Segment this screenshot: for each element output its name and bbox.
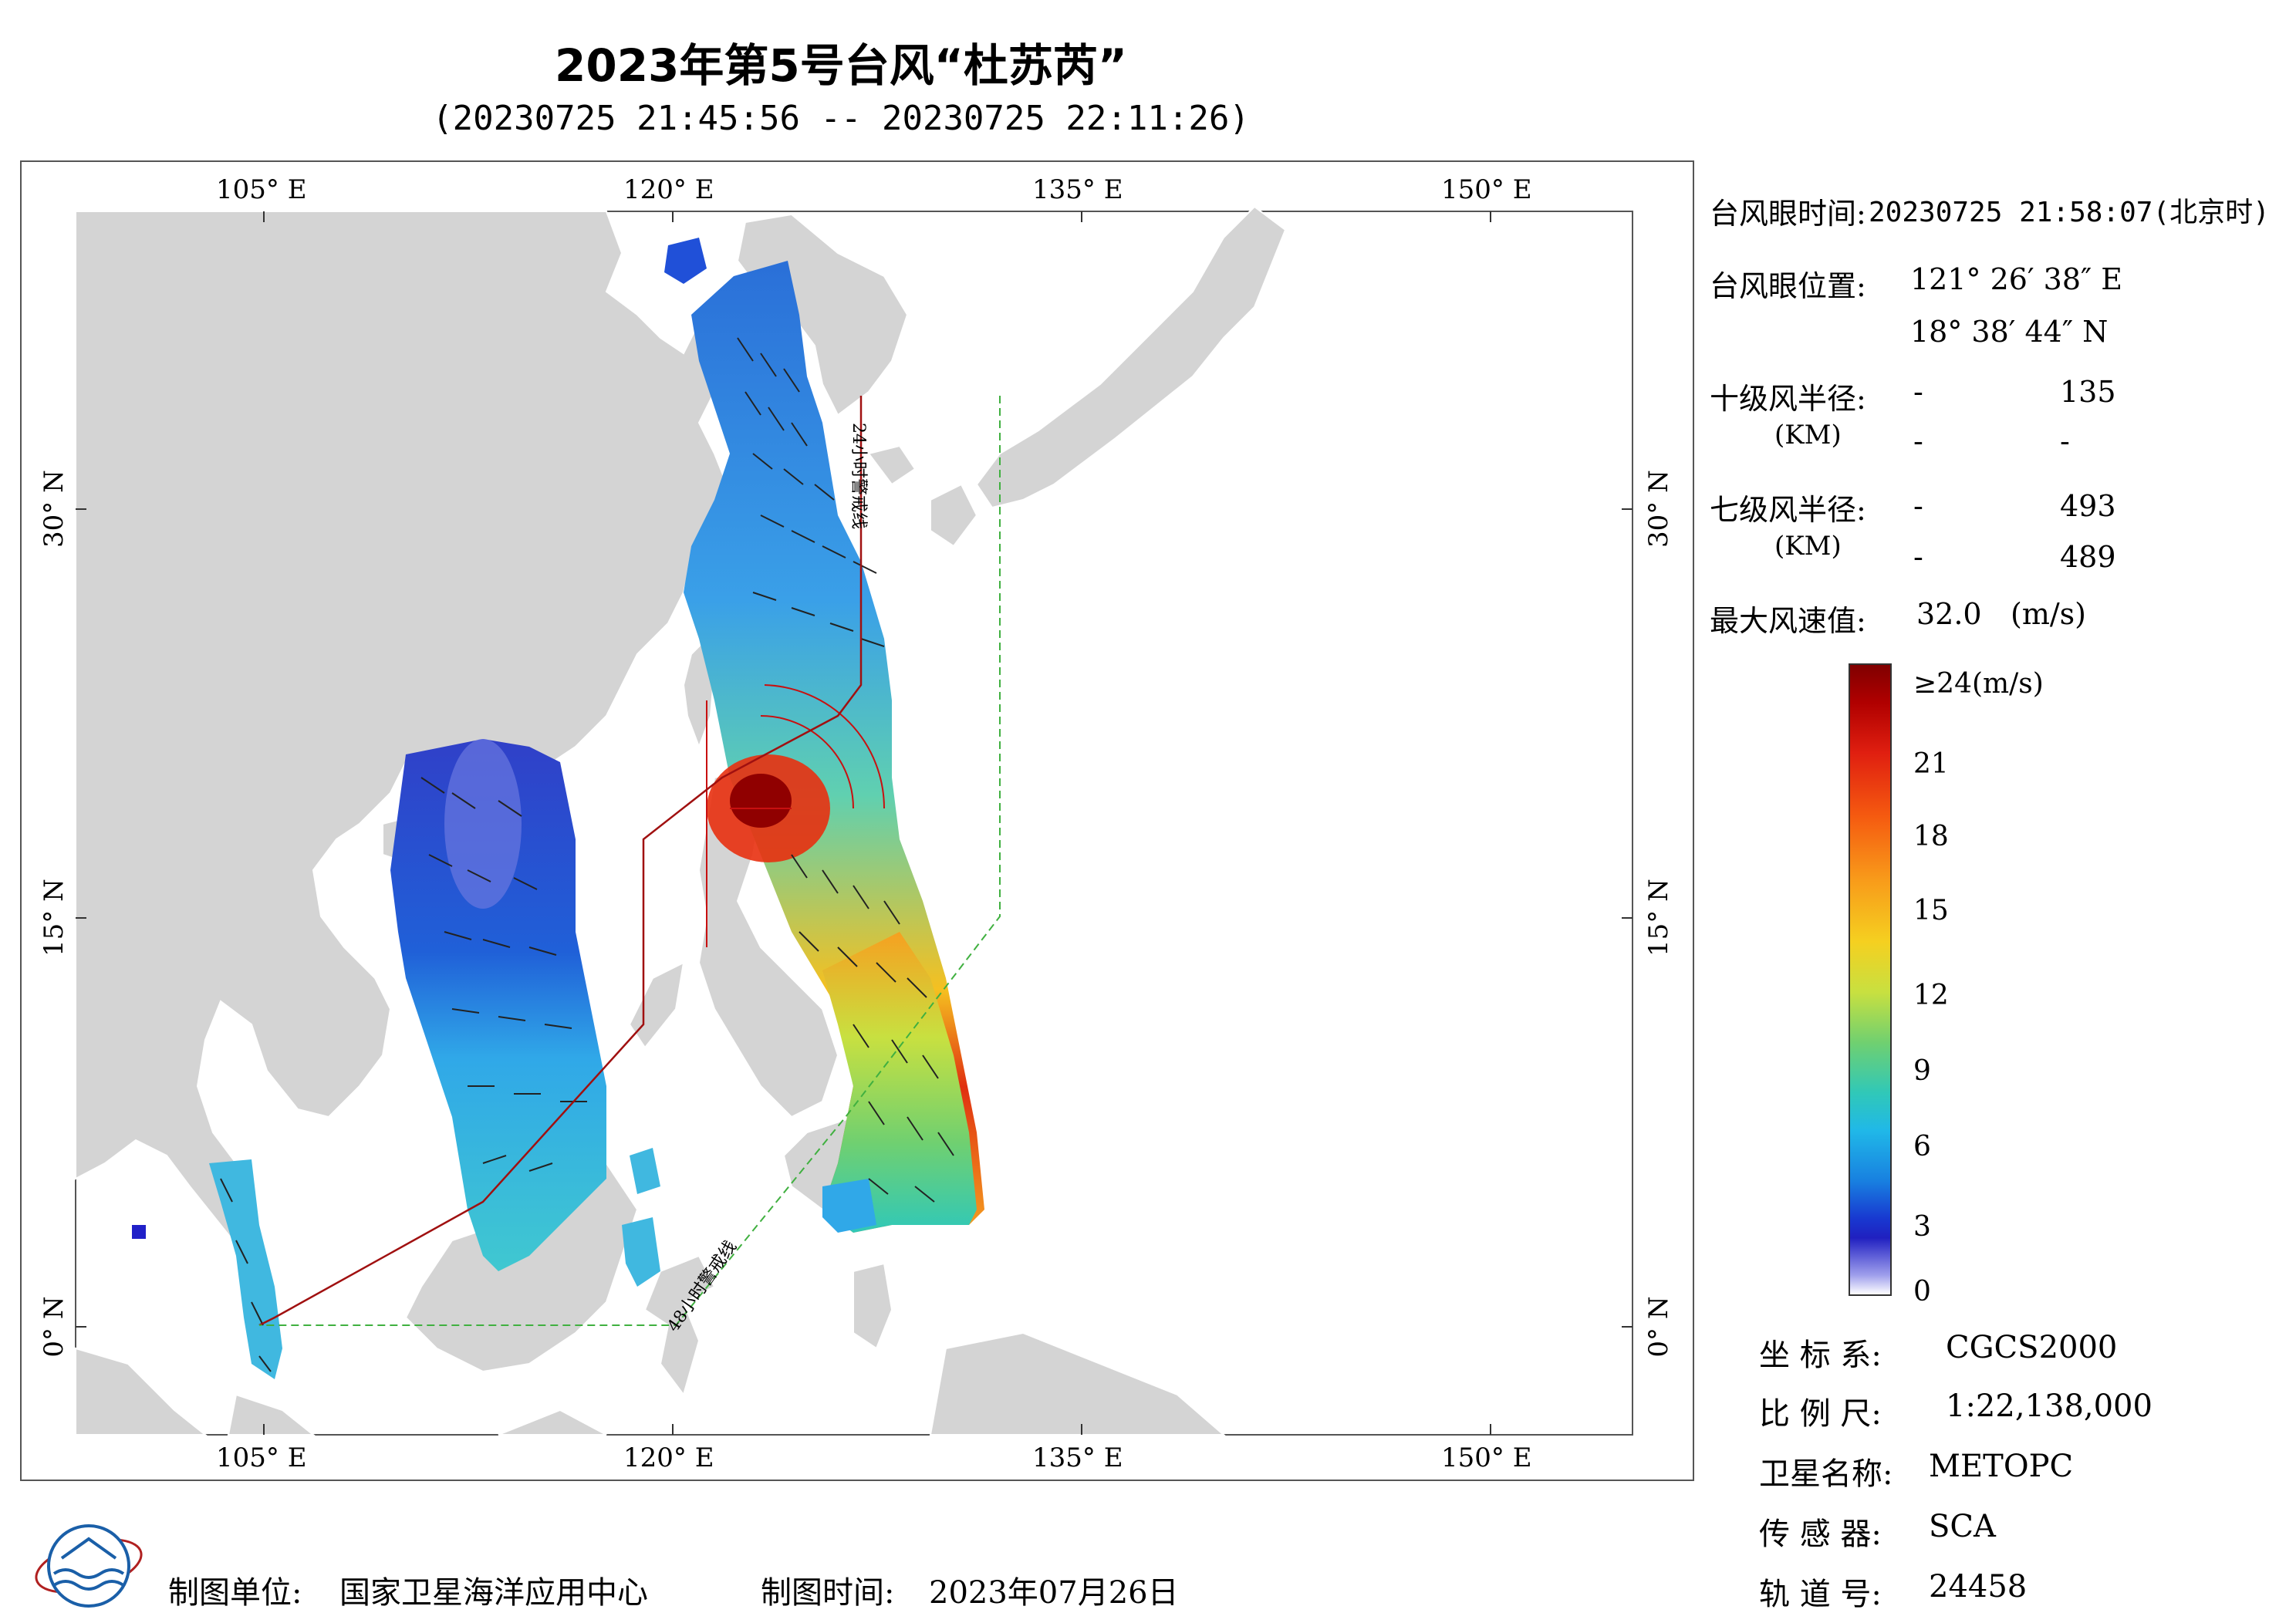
satellite-value: METOPC (1929, 1449, 2074, 1484)
map-subtitle: (20230725 21:45:56 -- 20230725 22:11:26) (432, 99, 1250, 138)
lon-label-top-120: 120° E (623, 174, 714, 205)
r10-val-3: - (1913, 424, 1923, 458)
r7-label: 七级风半径: (1710, 493, 1866, 527)
colorbar-label-12: 12 (1913, 980, 1949, 1011)
r7-val-2: 493 (2060, 489, 2116, 523)
lat-label-left-30: 30° N (39, 470, 69, 548)
eye-time-label: 台风眼时间: (1710, 197, 1866, 231)
colorbar-label-15: 15 (1913, 895, 1949, 926)
eye-pos-label: 台风眼位置: (1710, 269, 1866, 303)
colorbar-label-6: 6 (1913, 1131, 1931, 1162)
wind-barbs (220, 337, 954, 1372)
r7-val-1: - (1913, 489, 1923, 523)
max-wind-unit: (m/s) (2011, 597, 2086, 631)
nsoas-logo-icon (35, 1524, 143, 1608)
map-title: 2023年第5号台风“杜苏芮” (554, 39, 1128, 92)
map-canvas[interactable]: 24小时警戒线 48小时警戒线 (20, 160, 1694, 1481)
footer-time-value: 2023年07月26日 (929, 1575, 1179, 1611)
footer-time-label: 制图时间: (761, 1575, 895, 1611)
warning-line-24h (258, 396, 863, 1327)
coord-system-label: 坐 标 系: (1759, 1338, 1882, 1373)
eye-lat-value: 18° 38′ 44″ N (1910, 315, 2109, 349)
lon-label-bottom-150: 150° E (1441, 1442, 1532, 1473)
footer-unit-label: 制图单位: (168, 1575, 302, 1611)
colorbar-label-3: 3 (1913, 1211, 1931, 1243)
eye-time-value: 20230725 21:58:07(北京时) (1869, 197, 2270, 228)
scale-label: 比 例 尺: (1759, 1396, 1882, 1432)
lon-label-bottom-135: 135° E (1032, 1442, 1123, 1473)
r7-val-3: - (1913, 540, 1923, 574)
warning-line-48h (259, 396, 1001, 1326)
r10-unit: (KM) (1774, 420, 1842, 450)
lon-label-top-150: 150° E (1441, 174, 1532, 205)
wind-swaths (132, 238, 984, 1379)
r10-val-4: - (2060, 424, 2070, 458)
colorbar-label-24: ≥24(m/s) (1913, 668, 2044, 700)
orbit-label: 轨 道 号: (1759, 1577, 1882, 1612)
max-wind-label: 最大风速值: (1710, 604, 1866, 638)
scale-value: 1:22,138,000 (1946, 1388, 2152, 1424)
sensor-label: 传 感 器: (1759, 1517, 1882, 1552)
lon-label-top-105: 105° E (216, 174, 307, 205)
wind-radius-circles (706, 684, 885, 947)
colorbar-label-0: 0 (1913, 1276, 1931, 1308)
colorbar-label-18: 18 (1913, 821, 1949, 852)
colorbar-label-21: 21 (1913, 748, 1949, 780)
orbit-value: 24458 (1929, 1569, 2028, 1604)
lat-label-right-0: 0° N (1643, 1296, 1674, 1358)
footer-unit-value: 国家卫星海洋应用中心 (339, 1575, 648, 1611)
r7-val-4: 489 (2060, 540, 2116, 574)
r10-val-1: - (1913, 375, 1923, 409)
lon-label-bottom-120: 120° E (623, 1442, 714, 1473)
r10-val-2: 135 (2060, 375, 2116, 409)
lon-label-top-135: 135° E (1032, 174, 1123, 205)
satellite-label: 卫星名称: (1759, 1456, 1893, 1492)
coord-system-value: CGCS2000 (1946, 1330, 2118, 1365)
wind-speed-colorbar (1849, 663, 1892, 1296)
lat-label-right-30: 30° N (1643, 470, 1674, 548)
r7-unit: (KM) (1774, 531, 1842, 562)
lat-label-left-15: 15° N (39, 879, 69, 957)
colorbar-label-9: 9 (1913, 1055, 1931, 1087)
grid-ticks (76, 211, 1633, 1435)
lon-label-bottom-105: 105° E (216, 1442, 307, 1473)
sensor-value: SCA (1929, 1509, 1996, 1544)
lat-label-right-15: 15° N (1643, 879, 1674, 957)
lat-label-left-0: 0° N (39, 1296, 69, 1358)
max-wind-value: 32.0 (1916, 597, 1982, 631)
warning-label-24h: 24小时警戒线 (849, 423, 868, 529)
eye-lon-value: 121° 26′ 38″ E (1910, 262, 2123, 296)
r10-label: 十级风半径: (1710, 382, 1866, 416)
